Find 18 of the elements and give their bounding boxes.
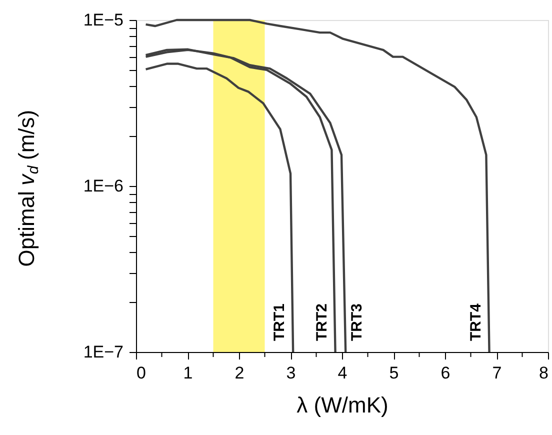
x-tick-label: 6 [440, 364, 450, 382]
text: TRT2 [313, 304, 330, 341]
x-axis-title: λ (W/mK) [296, 392, 388, 418]
x-tick-label: 5 [389, 364, 399, 382]
x-tick-label: 8 [539, 364, 548, 382]
y-tick-label: 1E−5 [83, 10, 124, 30]
x-tick-label: 0 [136, 364, 146, 382]
text: TRT3 [348, 304, 366, 341]
y-axis-title: Optimal vd (m/s) [14, 110, 42, 267]
y-tick-label: 1E−7 [83, 342, 124, 362]
y-tick-label: 1E−6 [83, 176, 124, 196]
text: TRT4 [467, 302, 484, 341]
x-tick-label: 3 [286, 364, 296, 382]
x-tick-label: 1 [183, 364, 193, 382]
x-tick-label: 2 [234, 364, 244, 382]
text: TRT1 [271, 304, 288, 341]
x-tick-label: 4 [338, 364, 348, 382]
x-tick-label: 7 [492, 364, 502, 382]
